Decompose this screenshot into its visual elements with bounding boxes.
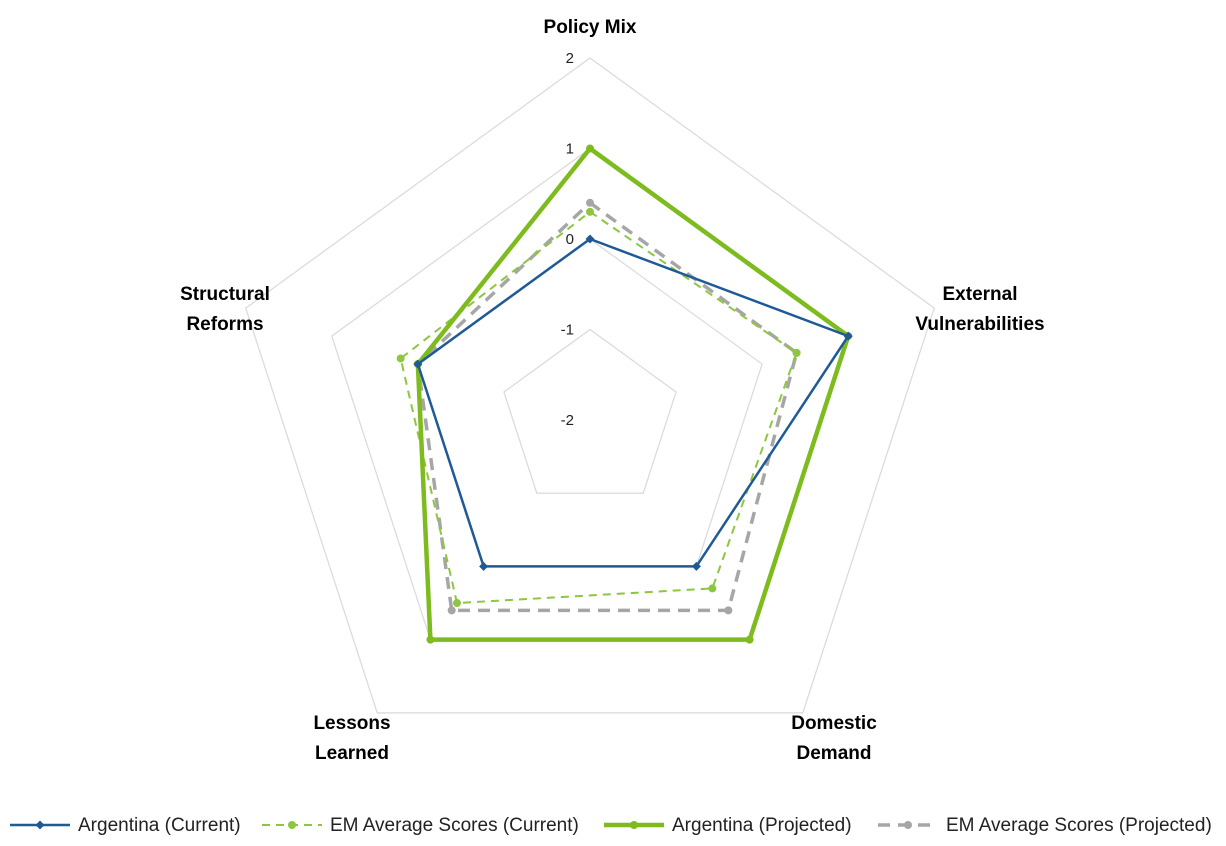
- series-line: [415, 145, 851, 642]
- legend-marker: [35, 820, 45, 830]
- axis-label-1: External Vulnerabilities: [915, 284, 1044, 335]
- series-line: [416, 237, 851, 568]
- axis-label-line: Policy Mix: [544, 17, 637, 38]
- axis-label-0: Policy Mix: [544, 17, 637, 38]
- grid-ring-2: [417, 238, 763, 568]
- axis-label-line: Domestic: [791, 713, 877, 734]
- data-point: [479, 561, 489, 571]
- data-point: [586, 144, 594, 153]
- tick-label: -2: [561, 412, 574, 429]
- grid-ring-3: [503, 328, 677, 494]
- axis-label-line: Demand: [797, 743, 872, 764]
- data-point: [843, 331, 853, 341]
- tick-label: -1: [561, 322, 574, 339]
- series-1: [396, 207, 801, 608]
- data-point: [724, 606, 733, 615]
- legend-label: Argentina (Projected): [672, 815, 852, 836]
- legend-item-3: EM Average Scores (Projected): [878, 815, 1212, 836]
- axis-label-4: Structural Reforms: [180, 284, 270, 335]
- axis-label-line: Lessons: [313, 713, 390, 734]
- legend-item-0: Argentina (Current): [10, 815, 241, 836]
- grid-ring-0: [245, 57, 935, 714]
- legend-label: EM Average Scores (Current): [330, 815, 579, 836]
- axis-label-2: Domestic Demand: [791, 713, 877, 764]
- tick-label: 0: [566, 231, 574, 248]
- data-point: [586, 198, 594, 207]
- data-point: [708, 584, 717, 593]
- axis-label-line: Vulnerabilities: [915, 314, 1044, 335]
- legend-marker: [288, 821, 296, 829]
- legend-item-1: EM Average Scores (Current): [262, 815, 579, 836]
- radar-series: [396, 144, 853, 644]
- series-line: [399, 210, 798, 605]
- data-point: [426, 635, 435, 644]
- axis-label-line: Learned: [315, 743, 389, 764]
- legend-item-2: Argentina (Projected): [604, 815, 852, 836]
- radar-axis-labels: Policy Mix External Vulnerabilities Domesti…: [180, 17, 1044, 764]
- tick-label: 2: [566, 50, 574, 67]
- legend-label: Argentina (Current): [78, 815, 241, 836]
- axis-label-line: External: [943, 284, 1018, 305]
- data-point: [453, 599, 462, 608]
- series-0: [413, 234, 853, 571]
- radar-tick-labels: 2 1 0 -1 -2: [561, 50, 574, 429]
- series-line: [416, 200, 799, 613]
- legend-marker: [904, 821, 912, 829]
- legend-label: EM Average Scores (Projected): [946, 815, 1212, 836]
- data-point: [745, 635, 754, 644]
- axis-label-line: Structural: [180, 284, 270, 305]
- legend-marker: [630, 821, 638, 829]
- axis-label-line: Reforms: [186, 314, 263, 335]
- series-2: [413, 144, 853, 644]
- data-point: [585, 234, 595, 244]
- data-point: [447, 606, 456, 615]
- data-point: [396, 354, 405, 363]
- data-point: [691, 561, 701, 571]
- tick-label: 1: [566, 141, 574, 158]
- data-point: [792, 348, 801, 357]
- data-point: [413, 359, 423, 369]
- axis-label-3: Lessons Learned: [313, 713, 390, 764]
- data-point: [586, 207, 594, 216]
- legend: Argentina (Current) EM Average Scores (Cu…: [10, 815, 1212, 836]
